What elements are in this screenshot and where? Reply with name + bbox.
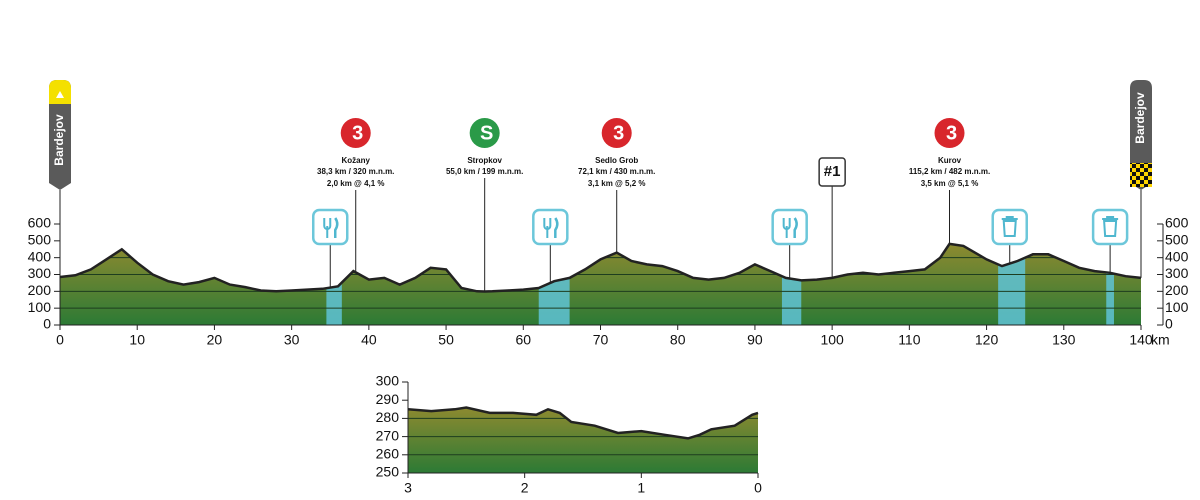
- knife: [554, 217, 559, 238]
- y-tick-label: 400: [28, 248, 52, 264]
- x-tick-label: 60: [515, 332, 531, 348]
- climb-name: Stropkov: [467, 156, 502, 165]
- y-tick-label: 300: [28, 265, 52, 281]
- climb-category: 3: [946, 122, 957, 144]
- x-tick-label: 20: [207, 332, 223, 348]
- y-tick-label: 280: [376, 409, 400, 425]
- x-tick-label: 120: [975, 332, 999, 348]
- y-tick-label: 200: [28, 282, 52, 298]
- checker: [1130, 163, 1152, 187]
- y-tick-label: 0: [43, 316, 51, 332]
- knife: [334, 217, 339, 238]
- y-tick-label: 250: [376, 464, 400, 480]
- x-tick-label: 140: [1129, 332, 1153, 348]
- x-tick-label: 80: [670, 332, 686, 348]
- y-tick-label: 300: [376, 373, 400, 389]
- flag: [49, 80, 71, 190]
- profile-line: [407, 406, 759, 440]
- y-tick-label: 600: [28, 215, 52, 231]
- x-tick-label: 50: [438, 332, 454, 348]
- triangle: [56, 91, 64, 98]
- climb-badge: [340, 118, 371, 148]
- climb-name: Sedlo Grob: [595, 156, 638, 165]
- y-tick-label: 0: [1165, 316, 1173, 332]
- checkpoint-label: #1: [824, 163, 841, 180]
- bin: [1001, 216, 1018, 237]
- x-tick-label: 2: [521, 480, 529, 496]
- climb-category: 3: [613, 122, 624, 144]
- x-tick-label: 0: [56, 332, 64, 348]
- city: Bardejov: [1133, 92, 1147, 144]
- x-tick-label: 0: [754, 480, 762, 496]
- waste-icon: [1091, 208, 1129, 246]
- climb-name: Kožany: [342, 156, 371, 165]
- bin: [1102, 216, 1119, 237]
- city: Bardejov: [52, 114, 66, 166]
- climb-category: 3: [352, 122, 363, 144]
- y-tick-label: 300: [1165, 265, 1189, 281]
- zone: [538, 243, 570, 325]
- y-tick-label: 100: [28, 299, 52, 315]
- fork: [782, 218, 791, 238]
- y-tick-label: 500: [1165, 232, 1189, 248]
- checkpoint-box: [818, 157, 846, 187]
- flag: [1130, 80, 1152, 190]
- y-tick-label: 290: [376, 391, 400, 407]
- x-tick-label: 110: [898, 332, 921, 348]
- fork: [543, 218, 552, 238]
- climb-info: 72,1 km / 430 m.n.m.: [578, 167, 655, 176]
- x-tick-label: 90: [747, 332, 763, 348]
- climb-badge: [469, 118, 500, 148]
- climb-info: 2,0 km @ 4,1 %: [327, 179, 385, 188]
- y-tick-label: 270: [376, 427, 400, 443]
- x-tick-label: 100: [820, 332, 844, 348]
- y-tick-label: 600: [1165, 215, 1189, 231]
- y-tick-label: 400: [1165, 248, 1189, 264]
- x-tick-label: 130: [1052, 332, 1076, 348]
- climb-info: 38,3 km / 320 m.n.m.: [317, 167, 394, 176]
- y-tick-label: 200: [1165, 282, 1189, 298]
- profile-area: [408, 407, 758, 473]
- zone: [998, 243, 1026, 325]
- zone: [326, 243, 342, 325]
- climb-name: Kurov: [938, 156, 962, 165]
- knife: [793, 217, 798, 238]
- y-tick-label: 100: [1165, 299, 1189, 315]
- climb-info: 115,2 km / 482 m.n.m.: [909, 167, 990, 176]
- climb-info: 3,1 km @ 5,2 %: [588, 179, 646, 188]
- y-tick-label: 260: [376, 446, 400, 462]
- x-tick-label: 10: [129, 332, 145, 348]
- x-tick-label: 3: [404, 480, 412, 496]
- x-tick-label: 40: [361, 332, 377, 348]
- climb-info: 3,5 km @ 5,1 %: [921, 179, 979, 188]
- x-unit: km: [1151, 332, 1170, 348]
- climb-badge: [934, 118, 965, 148]
- zone: [1106, 243, 1114, 325]
- zone: [781, 243, 802, 325]
- climb-info: 55,0 km / 199 m.n.m.: [446, 167, 523, 176]
- climb-badge: [601, 118, 632, 148]
- waste-icon: [991, 208, 1028, 246]
- profile-line: [59, 242, 1142, 293]
- x-tick-label: 1: [637, 480, 645, 496]
- x-tick-label: 70: [593, 332, 609, 348]
- climb-category: S: [480, 122, 493, 144]
- fork: [323, 218, 332, 238]
- y-tick-label: 500: [28, 232, 52, 248]
- x-tick-label: 30: [284, 332, 300, 348]
